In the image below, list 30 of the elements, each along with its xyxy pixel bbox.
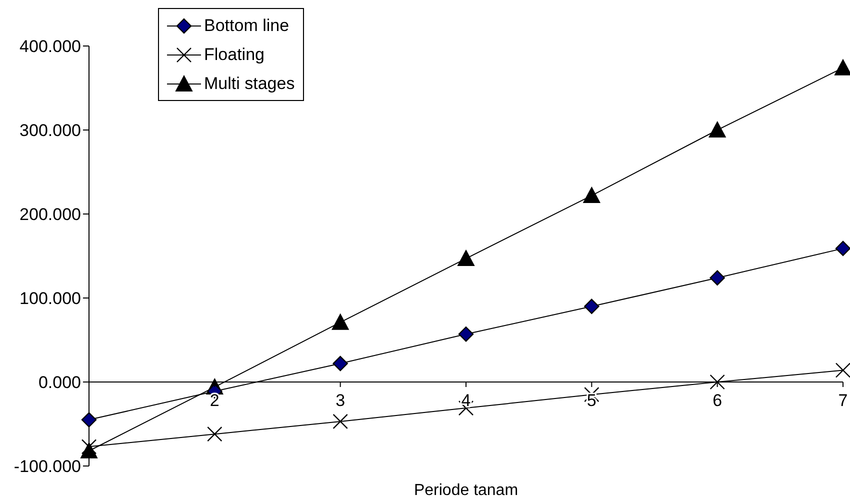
- legend-label: Floating: [204, 44, 264, 66]
- legend-label: Multi stages: [204, 73, 295, 95]
- x-tick-label: 7: [838, 391, 848, 410]
- point: [835, 240, 850, 256]
- legend-label: Bottom line: [204, 15, 290, 37]
- y-tick-label: 300.000: [20, 121, 81, 140]
- point: [332, 414, 348, 430]
- y-tick-label: -100.000: [14, 457, 81, 476]
- y-tick-label: 100.000: [20, 289, 81, 308]
- point: [207, 426, 222, 442]
- point: [708, 122, 726, 138]
- y-tick-label: 0.000: [38, 373, 81, 392]
- point: [710, 374, 725, 390]
- point: [710, 270, 725, 286]
- point: [332, 356, 348, 372]
- y-tick-label: 400.000: [20, 37, 81, 56]
- point: [583, 187, 600, 204]
- point: [458, 250, 474, 266]
- point: [584, 298, 600, 314]
- x-tick-label: 3: [336, 391, 346, 410]
- x-tick-label: 4: [461, 391, 471, 410]
- x-axis-title: Periode tanam: [412, 482, 520, 500]
- point: [81, 439, 97, 454]
- point: [81, 412, 97, 428]
- x-tick-label: 6: [712, 391, 722, 410]
- point: [332, 314, 349, 330]
- y-tick-label: 200.000: [20, 205, 81, 224]
- point: [458, 326, 474, 342]
- point: [835, 362, 850, 378]
- x-tick-label: 2: [210, 391, 220, 410]
